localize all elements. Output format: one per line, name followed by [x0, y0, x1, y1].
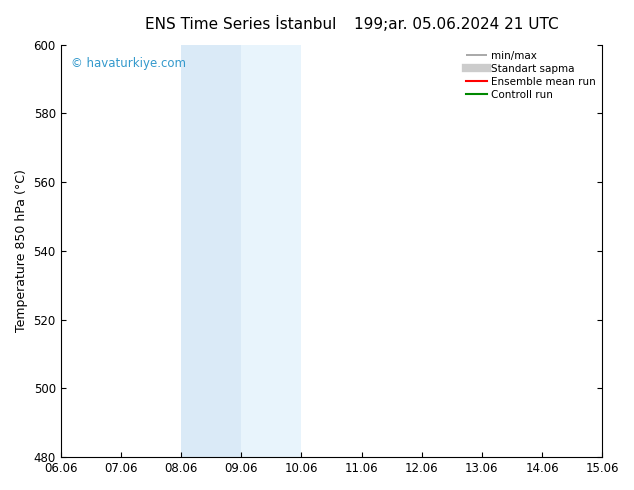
Text: ENS Time Series İstanbul: ENS Time Series İstanbul: [145, 17, 337, 32]
Y-axis label: Temperature 850 hPa (°C): Temperature 850 hPa (°C): [15, 170, 28, 332]
Bar: [181, 45, 241, 457]
Legend: min/max, Standart sapma, Ensemble mean run, Controll run: min/max, Standart sapma, Ensemble mean r…: [462, 47, 600, 104]
Text: © havaturkiye.com: © havaturkiye.com: [72, 57, 186, 70]
Bar: [602, 45, 632, 457]
Text: 199;ar. 05.06.2024 21 UTC: 199;ar. 05.06.2024 21 UTC: [354, 17, 559, 32]
Bar: [241, 45, 301, 457]
Bar: [632, 45, 634, 457]
